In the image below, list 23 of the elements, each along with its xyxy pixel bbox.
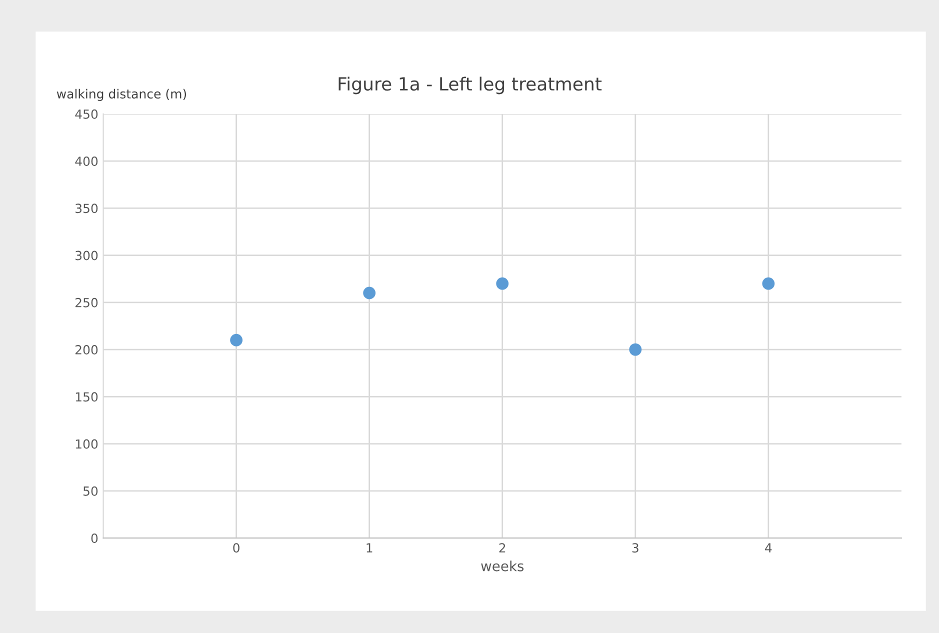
- y-tick-label: 350: [76, 204, 98, 214]
- y-tick-label: 250: [75, 298, 98, 308]
- y-axis-title: walking distance (m): [56, 88, 186, 101]
- x-tick-label: 2: [499, 543, 506, 552]
- y-tick-label: 200: [75, 345, 98, 354]
- y-tick-label: 400: [75, 156, 98, 166]
- y-tick-label: 50: [83, 486, 98, 496]
- x-tick-label: 0: [233, 543, 240, 553]
- point: [496, 277, 509, 290]
- y-tick-label: 100: [76, 439, 98, 449]
- y-tick-label: 450: [75, 109, 98, 119]
- x-tick-label: 3: [632, 543, 638, 553]
- x-tick-label: 1: [366, 543, 372, 552]
- point: [363, 286, 376, 300]
- y-tick-label: 0: [91, 534, 98, 543]
- x-tick-label: 4: [765, 543, 772, 552]
- y-tick-label: 150: [76, 392, 98, 402]
- point: [230, 334, 243, 346]
- x-axis-title: weeks: [481, 560, 524, 572]
- chart-title: Figure 1a - Left leg treatment: [338, 76, 602, 94]
- y-tick-label: 300: [76, 250, 98, 260]
- point: [629, 343, 642, 356]
- point: [762, 277, 775, 290]
